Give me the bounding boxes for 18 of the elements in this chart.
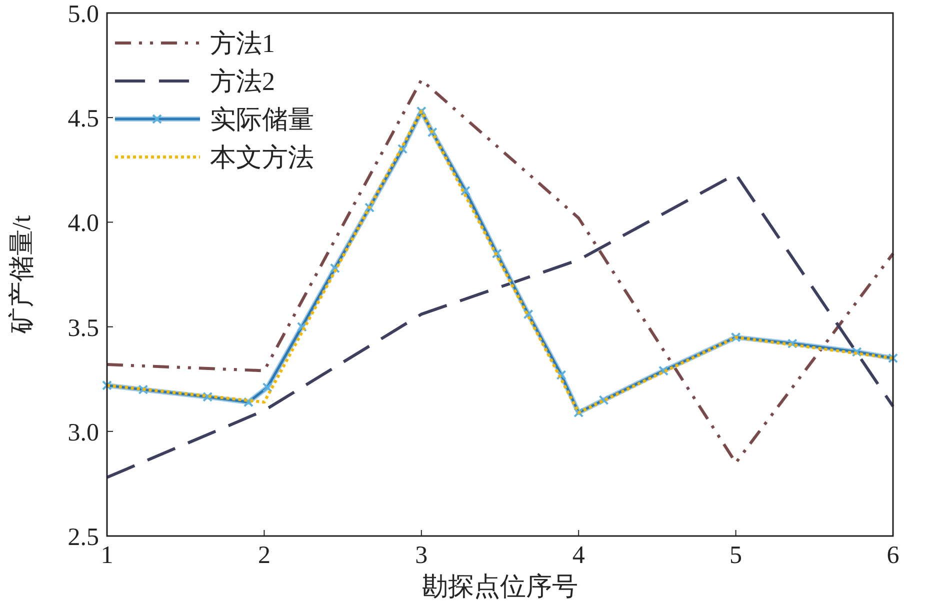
x-axis-title: 勘探点位序号: [422, 572, 578, 601]
y-axis-title: 矿产储量/t: [7, 214, 36, 335]
y-tick-label: 3.5: [68, 314, 99, 342]
x-tick-label: 2: [258, 542, 270, 569]
legend-label: 本文方法: [210, 143, 314, 172]
y-tick-label: 5.0: [68, 1, 99, 28]
x-tick-label: 5: [730, 542, 742, 569]
y-tick-label: 3.0: [68, 419, 99, 446]
x-tick-label: 6: [886, 542, 900, 569]
x-tick-label: 4: [572, 542, 586, 569]
y-tick-label: 4.5: [68, 106, 99, 133]
legend-label: 方法1: [210, 29, 275, 58]
y-tick-label: 2.5: [68, 524, 99, 551]
x-tick-label: 3: [415, 542, 428, 569]
x-tick-label: 1: [100, 542, 114, 569]
legend-label: 方法2: [210, 67, 275, 96]
legend-label: 实际储量: [210, 105, 314, 134]
y-tick-label: 4.0: [68, 210, 99, 238]
